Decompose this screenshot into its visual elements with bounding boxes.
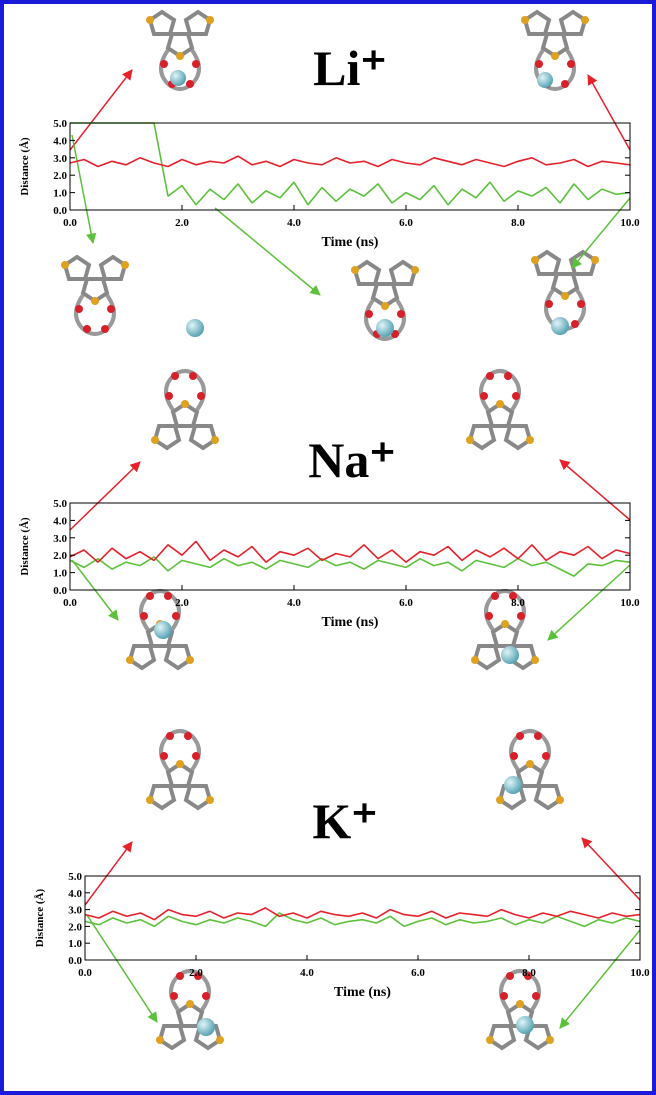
y-tick-label: 2.0 [53,550,67,562]
chart-title: K⁺ [312,793,377,849]
x-tick-label: 2.0 [189,967,203,979]
y-tick-label: 3.0 [53,533,67,545]
y-tick-label: 4.0 [53,135,67,147]
x-tick-label: 6.0 [399,217,413,229]
y-tick-label: 1.0 [53,188,67,200]
molecule-sketches [61,12,599,1048]
chart-title: Li⁺ [313,40,387,96]
plot-frame [85,876,640,960]
plot-frame [70,123,630,210]
y-tick-label: 5.0 [53,498,67,510]
x-tick-label: 8.0 [522,967,536,979]
y-tick-label: 1.0 [53,568,67,580]
x-axis-label: Time (ns) [322,615,379,630]
y-tick-label: 3.0 [53,153,67,165]
x-tick-label: 2.0 [175,597,189,609]
y-tick-label: 2.0 [53,170,67,182]
series-line [70,541,630,562]
x-tick-label: 0.0 [63,597,77,609]
panel: K⁺ 0.0 1.0 2.0 3.0 4.0 5.0 0.0 2.0 4.0 6.0 8.0 10.0 T… [34,793,650,1000]
x-tick-label: 6.0 [411,967,425,979]
panel: Na⁺ 0.0 1.0 2.0 3.0 4.0 5.0 0.0 2.0 4.0 6.0 8.0 10.0… [19,432,640,630]
y-tick-label: 5.0 [53,118,67,130]
series-line [70,156,630,166]
x-tick-label: 2.0 [175,217,189,229]
x-tick-label: 4.0 [287,597,301,609]
x-tick-label: 0.0 [63,217,77,229]
x-axis-label: Time (ns) [322,235,379,250]
y-tick-label: 0.0 [53,205,67,217]
y-tick-label: 3.0 [68,905,82,917]
y-tick-label: 2.0 [68,921,82,933]
x-tick-label: 8.0 [511,597,525,609]
plot-frame [70,503,630,590]
x-tick-label: 0.0 [78,967,92,979]
x-axis-label: Time (ns) [334,985,391,1000]
x-tick-label: 10.0 [620,597,640,609]
panel: Li⁺ 0.0 1.0 2.0 3.0 4.0 5.0 0.0 2.0 4.0 6.0 8.0 10.0… [19,40,640,250]
y-tick-label: 4.0 [53,515,67,527]
y-tick-label: 0.0 [68,955,82,967]
y-tick-label: 0.0 [53,585,67,597]
y-axis-label: Distance (Å) [19,137,31,196]
y-tick-label: 5.0 [68,871,82,883]
x-tick-label: 10.0 [620,217,640,229]
y-axis-label: Distance (Å) [19,517,31,576]
y-tick-label: 4.0 [68,888,82,900]
x-tick-label: 8.0 [511,217,525,229]
series-line [85,908,640,920]
y-tick-label: 1.0 [68,938,82,950]
x-tick-label: 6.0 [399,597,413,609]
y-axis-label: Distance (Å) [34,888,46,947]
chart-title: Na⁺ [308,432,396,488]
x-tick-label: 10.0 [630,967,650,979]
series-line [85,913,640,926]
arrows [70,70,640,1028]
x-tick-label: 4.0 [287,217,301,229]
x-tick-label: 4.0 [300,967,314,979]
figure: Li⁺ 0.0 1.0 2.0 3.0 4.0 5.0 0.0 2.0 4.0 6.0 8.0 10.0… [0,0,656,1095]
series-line [70,123,630,205]
